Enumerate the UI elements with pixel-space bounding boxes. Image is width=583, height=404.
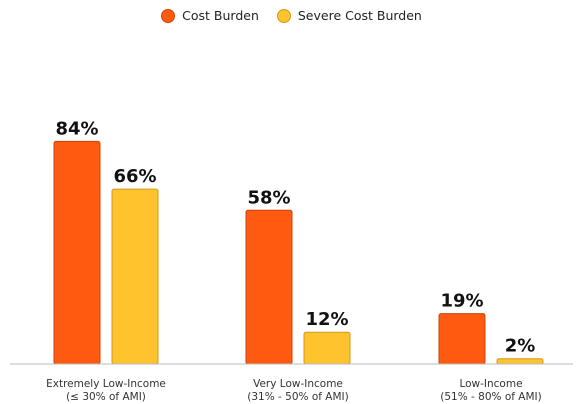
chart-legend: Cost Burden Severe Cost Burden	[0, 8, 583, 23]
value-labels-group: 84% 66% 58% 12% 19% 2%	[55, 118, 535, 356]
x-tick-label-low-income-line-1: Low-Income	[459, 378, 522, 390]
bar-severe-cost-burden-very-low-income	[303, 331, 351, 365]
value-label-cost-burden-low-income: 19%	[440, 291, 483, 312]
value-label-cost-burden-extremely-low-income: 84%	[55, 118, 98, 139]
legend-label-severe-cost-burden: Severe Cost Burden	[297, 8, 422, 23]
legend-label-cost-burden: Cost Burden	[182, 8, 259, 23]
value-label-severe-cost-burden-extremely-low-income: 66%	[113, 166, 156, 187]
x-tick-label-very-low-income-line-2: (31% - 50% of AMI)	[247, 391, 348, 403]
value-label-severe-cost-burden-very-low-income: 12%	[305, 309, 348, 330]
x-tick-label-low-income-line-2: (51% - 80% of AMI)	[440, 391, 541, 403]
value-label-severe-cost-burden-low-income: 2%	[505, 336, 536, 357]
x-tick-label-extremely-low-income-line-1: Extremely Low-Income	[46, 378, 166, 390]
bar-severe-cost-burden-extremely-low-income	[111, 188, 159, 365]
bar-cost-burden-low-income	[438, 313, 486, 365]
x-tick-labels-group: Extremely Low-Income(≤ 30% of AMI) Very L…	[46, 378, 542, 403]
bar-severe-cost-burden-low-income	[496, 358, 544, 365]
bars-group	[53, 140, 544, 365]
bar-cost-burden-extremely-low-income	[53, 140, 101, 365]
legend-item-severe-cost-burden: Severe Cost Burden	[276, 8, 422, 23]
legend-swatch-cost-burden	[161, 8, 176, 23]
legend-item-cost-burden: Cost Burden	[161, 8, 259, 23]
x-tick-label-extremely-low-income-line-2: (≤ 30% of AMI)	[66, 391, 146, 403]
bar-cost-burden-very-low-income	[245, 209, 293, 365]
legend-swatch-severe-cost-burden	[276, 8, 291, 23]
value-label-cost-burden-very-low-income: 58%	[247, 187, 290, 208]
x-tick-label-very-low-income-line-1: Very Low-Income	[253, 378, 343, 390]
